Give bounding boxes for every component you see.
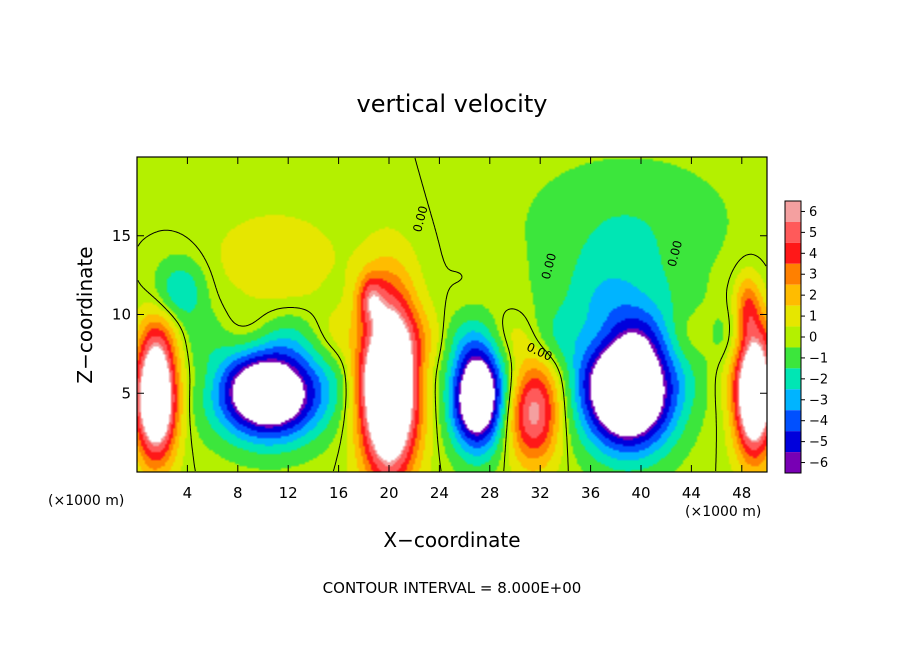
contour-label: 0.00 — [410, 204, 430, 233]
colorbar: 6 5 4 3 2 1 0 −1 −2 −3 −4 −5 −6 — [784, 200, 828, 474]
y-tick-label: 5 — [121, 384, 131, 402]
colorbar-swatch — [785, 242, 801, 264]
x-tick-label: 44 — [682, 484, 701, 502]
chart-title: vertical velocity — [357, 90, 548, 118]
y-axis-label: Z−coordinate — [73, 246, 97, 383]
colorbar-swatch — [785, 326, 801, 348]
colorbar-tick-label: −6 — [809, 456, 828, 471]
colorbar-swatch — [785, 431, 801, 453]
x-tick-label: 12 — [279, 484, 298, 502]
colorbar-tick-label: −1 — [809, 351, 828, 366]
x-unit-left: (×1000 m) — [48, 493, 124, 509]
x-tick-label: 16 — [329, 484, 348, 502]
x-axis-label: X−coordinate — [383, 528, 520, 552]
colorbar-tick-label: 4 — [809, 247, 817, 262]
colorbar-tick-label: 6 — [809, 205, 817, 220]
x-tick-label: 24 — [430, 484, 449, 502]
x-tick-label: 32 — [531, 484, 550, 502]
colorbar-swatch — [785, 410, 801, 432]
x-tick-label: 8 — [233, 484, 243, 502]
colorbar-swatch — [785, 389, 801, 411]
x-tick-label: 28 — [480, 484, 499, 502]
plot-area: 0.000.00 0.000.00 4 8 12 16 20 24 28 32 36 40 44 48 … — [112, 156, 768, 502]
colorbar-tick-label: −2 — [809, 372, 828, 387]
x-unit-right: (×1000 m) — [685, 504, 761, 520]
colorbar-swatch — [785, 452, 801, 473]
contour-label: 0.00 — [665, 239, 685, 268]
x-tick-label: 40 — [631, 484, 650, 502]
heatmap-field — [137, 157, 767, 472]
x-tick-label: 48 — [732, 484, 751, 502]
colorbar-swatch — [785, 263, 801, 285]
x-tick-label: 20 — [379, 484, 398, 502]
contour-interval-footer: CONTOUR INTERVAL = 8.000E+00 — [323, 579, 582, 597]
colorbar-tick-label: 3 — [809, 268, 817, 283]
x-axis-ticks: 4 8 12 16 20 24 28 32 36 40 44 48 — [183, 157, 751, 502]
colorbar-tick-label: −4 — [809, 414, 828, 429]
contour-label: 0.00 — [539, 251, 559, 280]
colorbar-tick-label: 1 — [809, 310, 817, 325]
colorbar-tick-label: 2 — [809, 289, 817, 304]
colorbar-swatch — [785, 347, 801, 369]
colorbar-tick-label: 0 — [809, 331, 817, 346]
colorbar-tick-label: −3 — [809, 393, 828, 408]
colorbar-swatch — [785, 305, 801, 327]
x-tick-label: 36 — [581, 484, 600, 502]
x-tick-label: 4 — [183, 484, 193, 502]
y-axis-ticks: 5 10 15 — [112, 227, 767, 402]
colorbar-swatch — [785, 201, 801, 222]
colorbar-tick-label: 5 — [809, 226, 817, 241]
colorbar-swatch — [785, 221, 801, 243]
zero-contour-line — [137, 157, 767, 472]
colorbar-swatch — [785, 284, 801, 306]
colorbar-swatch — [785, 368, 801, 390]
colorbar-tick-label: −5 — [809, 435, 828, 450]
y-tick-label: 15 — [112, 227, 131, 245]
y-tick-label: 10 — [112, 306, 131, 324]
